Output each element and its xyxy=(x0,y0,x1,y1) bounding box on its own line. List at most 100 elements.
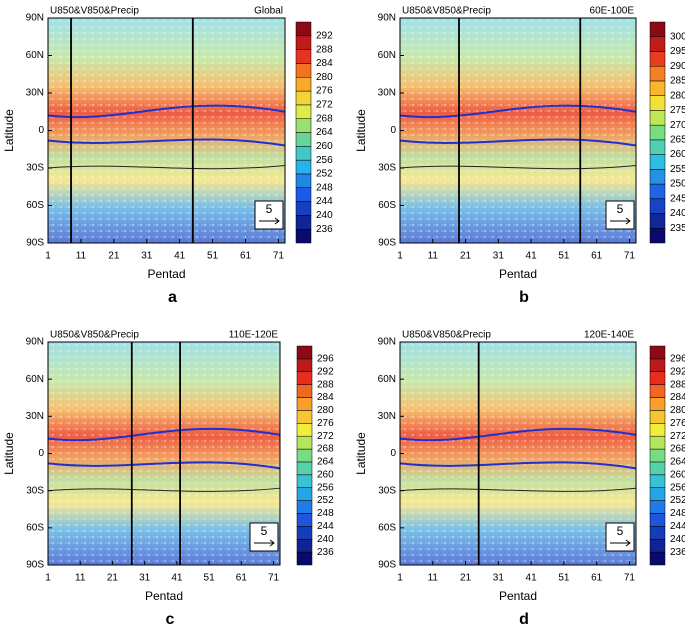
reference-label: 5 xyxy=(261,524,268,538)
colorbar-label: 244 xyxy=(670,521,685,532)
colorbar-label: 268 xyxy=(316,113,333,124)
contour xyxy=(47,104,286,119)
x-tick-label: 61 xyxy=(591,251,603,262)
colorbar-box xyxy=(295,201,312,216)
colorbar-box xyxy=(296,371,313,385)
colorbar-box xyxy=(296,513,313,527)
colorbar-label: 244 xyxy=(316,196,333,207)
colorbar-box xyxy=(296,435,313,450)
colorbar-label: 280 xyxy=(670,405,685,416)
title: U850&V850&Precip xyxy=(402,6,491,17)
colorbar-label: 272 xyxy=(316,100,333,111)
colorbar-box xyxy=(295,118,312,133)
colorbar-box xyxy=(649,169,666,185)
contour xyxy=(399,138,637,147)
colorbar-label: 280 xyxy=(670,90,685,101)
colorbar-box xyxy=(295,228,312,244)
title: U850&V850&Precip xyxy=(50,330,139,341)
colorbar-label: 275 xyxy=(670,105,685,116)
colorbar-label: 240 xyxy=(317,534,334,545)
x-axis-label: Pentad xyxy=(499,589,537,603)
colorbar-box xyxy=(296,423,313,437)
colorbar-box xyxy=(295,90,312,106)
colorbar-box xyxy=(295,215,312,230)
colorbar-box xyxy=(649,526,666,540)
x-tick-label: 71 xyxy=(268,573,280,584)
colorbar-box xyxy=(649,80,666,96)
x-tick-label: 11 xyxy=(428,573,439,584)
colorbar-label: 272 xyxy=(317,431,334,442)
arrow-pattern xyxy=(400,342,636,565)
y-tick-label: 30S xyxy=(378,485,396,496)
colorbar-box xyxy=(296,474,313,488)
colorbar-box xyxy=(296,500,313,514)
x-tick-label: 41 xyxy=(526,573,538,584)
colorbar-box xyxy=(649,21,666,37)
colorbar-label: 272 xyxy=(670,431,685,442)
colorbar-box xyxy=(649,65,666,82)
colorbar-box xyxy=(295,187,312,202)
colorbar-box xyxy=(649,36,666,52)
colorbar-box xyxy=(295,146,312,161)
y-tick-label: 30S xyxy=(378,163,396,174)
colorbar-label: 260 xyxy=(317,469,334,480)
colorbar-label: 276 xyxy=(670,418,685,429)
colorbar-label: 276 xyxy=(316,86,333,97)
colorbar-box xyxy=(649,358,666,373)
y-tick-label: 0 xyxy=(390,125,396,136)
reference-arrow xyxy=(254,539,275,547)
colorbar-label: 265 xyxy=(670,135,685,146)
colorbar-box xyxy=(649,110,666,126)
colorbar-box xyxy=(296,551,313,566)
colorbar-box xyxy=(295,49,312,64)
y-tick-label: 60S xyxy=(26,200,44,211)
region: Global xyxy=(254,6,283,17)
colorbar-box xyxy=(296,397,313,411)
x-tick-label: 1 xyxy=(45,251,51,262)
colorbar-label: 288 xyxy=(670,379,685,390)
colorbar-label: 256 xyxy=(670,482,685,493)
x-tick-label: 11 xyxy=(75,573,86,584)
colorbar-box xyxy=(649,183,666,200)
colorbar-label: 235 xyxy=(670,223,685,234)
colorbar-label: 284 xyxy=(317,392,334,403)
colorbar-label: 240 xyxy=(670,534,685,545)
colorbar-label: 268 xyxy=(317,444,334,455)
colorbar-label: 252 xyxy=(317,495,334,506)
y-tick-label: 60N xyxy=(26,374,44,385)
colorbar-label: 245 xyxy=(670,193,685,204)
y-tick-label: 60N xyxy=(378,50,396,61)
colorbar-label: 248 xyxy=(316,182,333,193)
colorbar-box xyxy=(649,345,666,360)
colorbar-label: 248 xyxy=(317,508,334,519)
x-axis-label: Pentad xyxy=(145,589,183,603)
reference-arrow xyxy=(610,539,631,547)
contour xyxy=(399,487,637,492)
colorbar-box xyxy=(649,538,666,553)
x-tick-label: 31 xyxy=(139,573,151,584)
colorbar-label: 260 xyxy=(670,469,685,480)
x-tick-label: 31 xyxy=(493,251,505,262)
reference-box xyxy=(249,522,279,552)
x-tick-label: 71 xyxy=(624,251,636,262)
colorbar-label: 255 xyxy=(670,164,685,175)
contour xyxy=(399,461,637,470)
x-tick-label: 41 xyxy=(171,573,183,584)
contour xyxy=(399,427,637,442)
y-axis-label: Latitude xyxy=(354,432,368,475)
y-tick-label: 60N xyxy=(378,374,396,385)
colorbar-label: 252 xyxy=(316,169,333,180)
colorbar-label: 240 xyxy=(316,210,333,221)
y-axis-label: Latitude xyxy=(2,109,16,152)
colorbar-label: 285 xyxy=(670,76,685,87)
colorbar-box xyxy=(649,487,666,501)
y-tick-label: 30N xyxy=(26,88,44,99)
reference-box xyxy=(605,522,635,552)
arrow-pattern xyxy=(48,18,285,243)
colorbar-label: 292 xyxy=(317,366,334,377)
x-tick-label: 21 xyxy=(107,573,119,584)
y-tick-label: 30N xyxy=(378,411,396,422)
colorbar-box xyxy=(295,173,312,188)
colorbar-label: 264 xyxy=(670,457,685,468)
